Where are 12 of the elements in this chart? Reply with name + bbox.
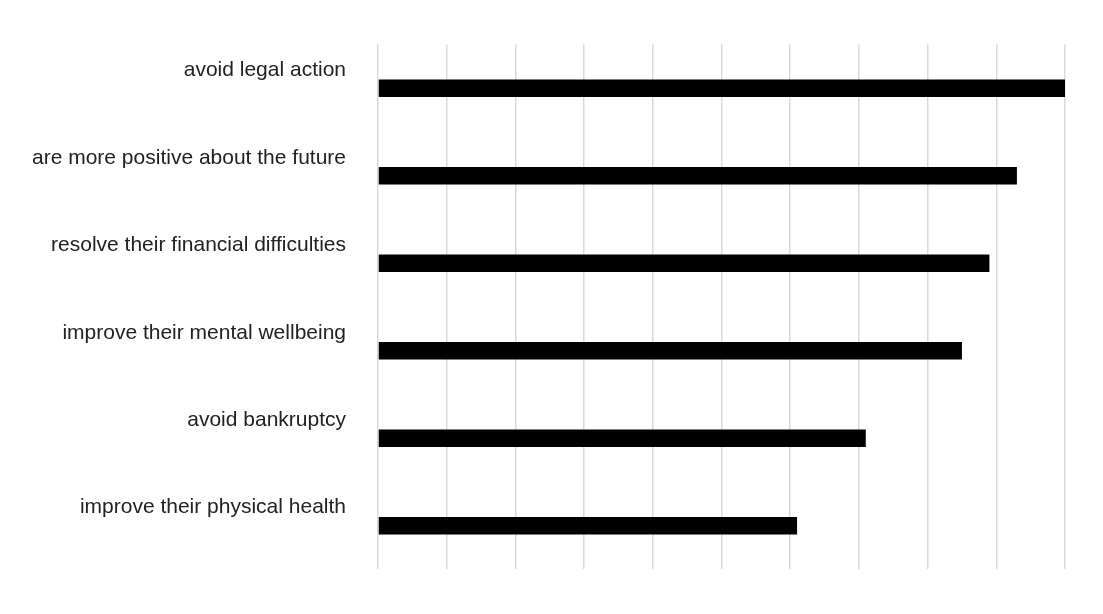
y-tick-label: improve their physical health xyxy=(79,494,347,518)
bar xyxy=(378,429,866,447)
bar xyxy=(378,516,798,535)
bar xyxy=(378,254,990,273)
y-tick-label: improve their mental wellbeing xyxy=(62,319,347,343)
y-tick-label: avoid legal action xyxy=(183,57,347,81)
bar xyxy=(378,167,1017,185)
bar xyxy=(378,341,962,360)
bar xyxy=(378,79,1065,98)
y-tick-label: resolve their financial difficulties xyxy=(51,232,347,256)
y-tick-label: are more positive about the future xyxy=(32,144,347,168)
y-tick-label: avoid bankruptcy xyxy=(187,407,347,430)
